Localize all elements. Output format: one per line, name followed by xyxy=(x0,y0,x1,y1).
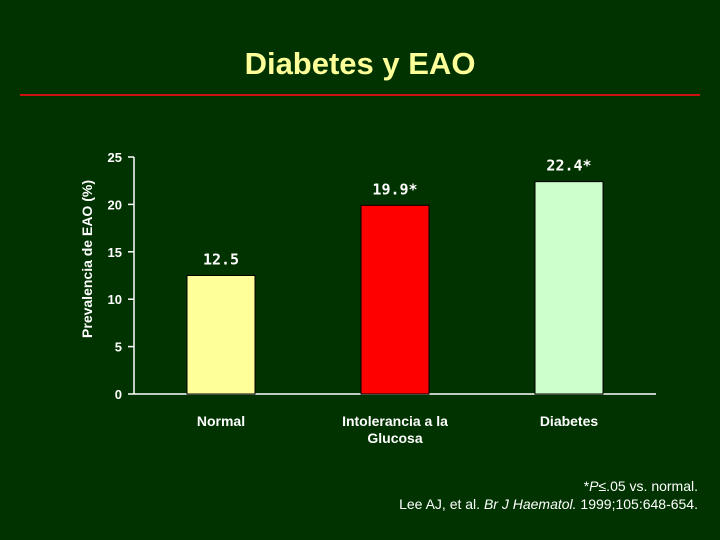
x-category-label: Diabetes xyxy=(540,413,599,429)
bar xyxy=(534,181,604,395)
bar-chart: 0 5 10 15 20 25 12.5 19.9* 22.4* Normal Intolera… xyxy=(79,150,656,446)
data-label: 22.4* xyxy=(546,157,591,175)
y-tick-label: 25 xyxy=(108,150,122,165)
citation: Lee AJ, et al. Br J Haematol. 1999;105:6… xyxy=(399,496,698,512)
y-tick-label: 5 xyxy=(115,340,122,355)
bar xyxy=(360,204,430,395)
y-tick-label: 0 xyxy=(115,387,122,402)
data-label: 12.5 xyxy=(203,251,239,269)
significance-note: *P≤.05 vs. normal. xyxy=(583,478,698,494)
x-category-label: Glucosa xyxy=(367,430,422,446)
y-axis-label: Prevalencia de EAO (%) xyxy=(79,180,95,338)
x-category-label: Normal xyxy=(197,413,245,429)
title-divider xyxy=(20,94,700,96)
bars xyxy=(186,181,604,395)
y-ticks: 0 5 10 15 20 25 xyxy=(108,150,134,402)
footnote: *P≤.05 vs. normal. Lee AJ, et al. Br J H… xyxy=(399,477,698,513)
y-tick-label: 15 xyxy=(108,245,122,260)
y-tick-label: 10 xyxy=(108,292,122,307)
y-tick-label: 20 xyxy=(108,197,122,212)
data-labels: 12.5 19.9* 22.4* xyxy=(203,157,592,269)
slide-title: Diabetes y EAO xyxy=(244,46,476,81)
bar xyxy=(186,275,256,395)
data-label: 19.9* xyxy=(372,180,417,198)
x-category-label: Intolerancia a la xyxy=(342,413,448,429)
